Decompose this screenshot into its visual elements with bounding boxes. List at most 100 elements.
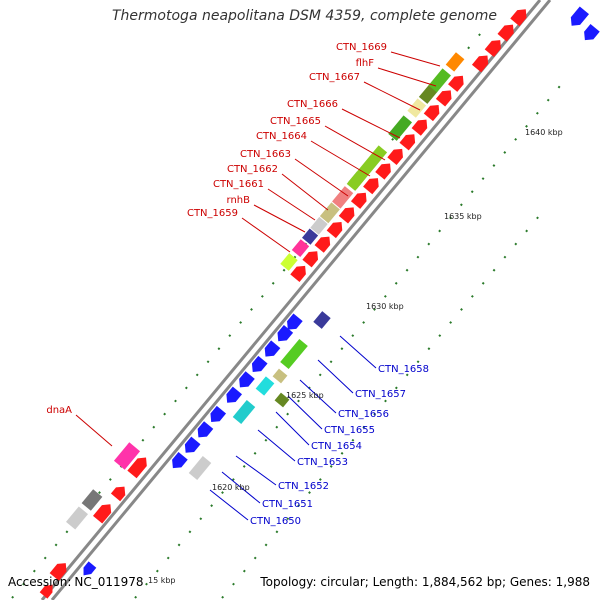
forward-gene-red-shape [497,24,514,42]
forward-gene-red [326,221,343,239]
forward-gene-red [110,486,126,502]
tick-label: 1620 kbp [212,483,250,492]
forward-gene-red [448,75,464,92]
forward-gene-red [411,119,428,136]
tick-dash [221,491,224,494]
forward-leader-line [253,204,306,233]
tick-dash [297,399,300,403]
forward-gene-block-shape [445,52,465,72]
tick-dash [184,386,188,390]
forward-gene-block-shape [428,68,451,93]
forward-gene-block-shape [418,84,438,104]
tick-dash [373,308,376,311]
forward-gene-red [375,163,391,180]
tick-dash [264,543,268,547]
tick-dash [145,582,148,586]
forward-gene-block [302,228,319,245]
reverse-gene-blue-shape [584,24,600,41]
reverse-gene-blue [264,340,281,357]
tick-dash [438,229,442,233]
forward-gene-red-shape [302,251,319,268]
tick-dash [492,164,496,167]
tick-labels: 15 kbp 1620 kbp 1625 kbp 1630 kbp 1635 kbp 16… [148,128,563,585]
reverse-gene-blue [210,405,227,422]
forward-gene-label: dnaA [46,405,72,416]
topology-info: Topology: circular; Length: 1,884,562 bp… [260,575,590,589]
tick-dash [221,595,225,599]
tick-dash [362,425,366,429]
tick-dash [449,321,453,324]
forward-strand-genes [39,9,527,599]
tick-dash [391,137,395,141]
accession-info: Accession: NC_011978 [8,575,144,589]
reverse-leader-line [209,489,249,521]
tick-dash [297,504,301,508]
tick-dash [174,399,177,403]
tick-dash [275,530,279,534]
reverse-gene-label: CTN_1652 [278,481,329,492]
forward-gene-label: CTN_1664 [256,131,307,142]
reverse-strand-genes [83,6,600,576]
forward-gene-label: CTN_1661 [213,179,264,190]
tick-dash [492,268,496,272]
tick-dash [264,438,268,442]
forward-gene-block [332,186,354,209]
reverse-gene-blue-shape [226,386,243,403]
reverse-leader-line [235,455,277,486]
tick-dash [43,556,47,560]
forward-gene-red [471,55,489,73]
tick-dash [405,268,409,272]
forward-leader-line [341,108,401,139]
reverse-gene-block [255,376,275,396]
tick-label: 1640 kbp [525,128,563,137]
forward-gene-red-shape [127,457,147,479]
tick-dash [503,255,507,259]
tick-dash [405,373,409,377]
tick-dash [514,242,518,246]
tick-dash [467,46,471,50]
reverse-gene-block-shape [188,456,212,480]
forward-leader-line [377,67,437,87]
tick-dash [546,98,550,102]
tick-dash [557,85,561,89]
reverse-gene-label: CTN_1651 [262,499,313,510]
reverse-gene-block [188,456,212,480]
tick-label: 1630 kbp [366,302,404,311]
tick-dash [470,294,474,298]
reverse-gene-blue-shape [83,561,97,576]
forward-gene-red [484,40,501,57]
forward-gene-gray-shape [81,489,103,511]
reverse-gene-block [280,338,308,370]
tick-dash [239,321,243,324]
tick-dash [384,399,387,403]
tick-dash [416,255,420,259]
tick-dash [470,190,474,194]
reverse-gene-blue-shape [239,371,255,388]
tick-dash [253,556,257,560]
forward-gene-label: CTN_1662 [227,164,278,175]
tick-dash [253,451,257,455]
tick-dash [329,465,333,468]
reverse-gene-blue [226,386,243,403]
reverse-gene-blue-shape [264,340,281,357]
reverse-gene-blue [584,24,600,41]
forward-gene-red-shape [435,90,452,107]
reverse-gene-blue [570,6,590,26]
tick-dash [503,151,507,154]
tick-dash [351,438,355,442]
forward-gene-label: CTN_1663 [240,149,291,160]
tick-dash [271,281,275,285]
forward-gene-red [510,9,527,27]
reverse-gene-blue-shape [277,325,294,342]
forward-gene-red [387,148,403,166]
forward-gene-block-shape [310,216,328,235]
tick-dash [481,177,485,181]
accession-label: Accession: [8,575,72,589]
reverse-gene-block [272,368,288,384]
forward-gene-red [290,265,306,282]
forward-gene-block-shape [388,115,413,141]
tick-dash [282,268,286,272]
forward-leader-line [310,140,371,177]
forward-leader-line [294,158,349,197]
reverse-gene-label: CTN_1655 [324,425,375,436]
